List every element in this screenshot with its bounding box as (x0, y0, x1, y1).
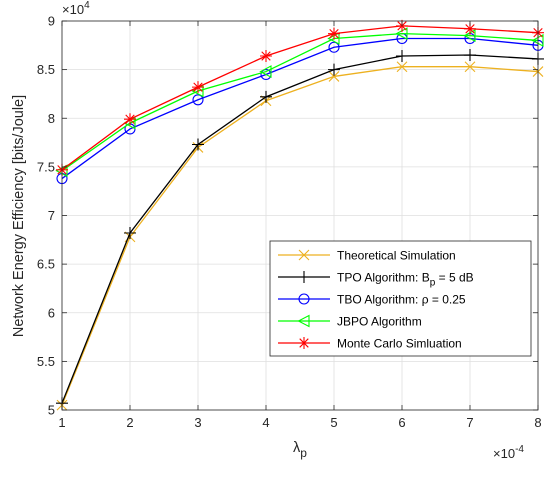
series-line (61, 25, 539, 171)
x-tick-label: 8 (534, 415, 541, 430)
marker-plus (298, 271, 310, 283)
series-2 (56, 49, 544, 410)
x-tick-label: 4 (262, 415, 269, 430)
x-tick-label: 3 (194, 415, 201, 430)
legend-entry-4: JBPO Algorithm (278, 315, 422, 329)
y-axis-label: Network Energy Efficiency [bits/Joule] (11, 95, 27, 337)
series-line (61, 37, 539, 180)
tick-marks (61, 20, 539, 411)
marker-asterisk (260, 50, 272, 63)
marker-triangle (259, 65, 272, 78)
legend-entry-1: Theoretical Simulation (278, 249, 456, 263)
marker-plus (396, 50, 408, 63)
y-tick-label: 8.5 (37, 62, 55, 77)
y-tick-label: 7 (48, 208, 55, 223)
y-tick-label: 8 (48, 111, 55, 126)
x-tick-label: 5 (330, 415, 337, 430)
tick-labels: 1 2 3 4 5 6 7 8 5 5.5 6 6.5 7 7.5 8 8.5 9 (37, 14, 542, 431)
legend: Theoretical Simulation TPO Algorithm: Bp … (269, 240, 532, 357)
y-tick-label: 6 (48, 305, 55, 320)
series-line (61, 54, 539, 404)
marker-asterisk (328, 27, 340, 40)
y-tick-label: 7.5 (37, 159, 55, 174)
marker-x (328, 71, 340, 82)
x-tick-label: 1 (58, 415, 65, 430)
marker-x (464, 61, 476, 73)
x-axis-label: λp (293, 440, 307, 460)
marker-triangle (297, 314, 310, 328)
marker-asterisk (464, 22, 476, 35)
x-exponent-label: ×10-4 (493, 444, 524, 461)
marker-plus (192, 138, 204, 151)
legend-label: Monte Carlo Simluation (337, 337, 462, 351)
y-tick-label: 5 (48, 403, 55, 418)
legend-label: TBO Algorithm: ρ = 0.25 (337, 293, 466, 307)
legend-label: Theoretical Simulation (337, 249, 456, 263)
legend-label: JBPO Algorithm (337, 315, 422, 329)
y-tick-label: 6.5 (37, 257, 55, 272)
legend-entry-3: TBO Algorithm: ρ = 0.25 (278, 293, 466, 307)
y-tick-label: 9 (48, 14, 55, 29)
marker-plus (260, 90, 272, 103)
marker-asterisk (298, 337, 310, 349)
marker-asterisk (192, 81, 204, 94)
series-line (61, 32, 539, 172)
marker-x (298, 249, 310, 261)
marker-plus (464, 49, 476, 62)
series-line (61, 66, 539, 406)
legend-entry-2: TPO Algorithm: Bp = 5 dB (278, 271, 474, 289)
legend-label: TPO Algorithm: Bp = 5 dB (337, 271, 474, 289)
marker-x (396, 61, 408, 73)
y-exponent-label: ×104 (62, 0, 90, 17)
marker-circle (328, 41, 340, 53)
x-exponent-power: -4 (515, 444, 524, 455)
marker-circle (298, 293, 310, 305)
marker-plus (124, 227, 136, 240)
x-tick-label: 2 (126, 415, 133, 430)
marker-asterisk (124, 113, 136, 126)
legend-entry-5: Monte Carlo Simluation (278, 337, 462, 351)
marker-plus (328, 63, 340, 76)
x-tick-label: 7 (466, 415, 473, 430)
marker-circle (192, 94, 204, 106)
y-exponent-power: 4 (84, 0, 90, 11)
x-tick-label: 6 (398, 415, 405, 430)
x-axis-label-sub: p (300, 446, 307, 460)
y-tick-label: 5.5 (37, 354, 55, 369)
